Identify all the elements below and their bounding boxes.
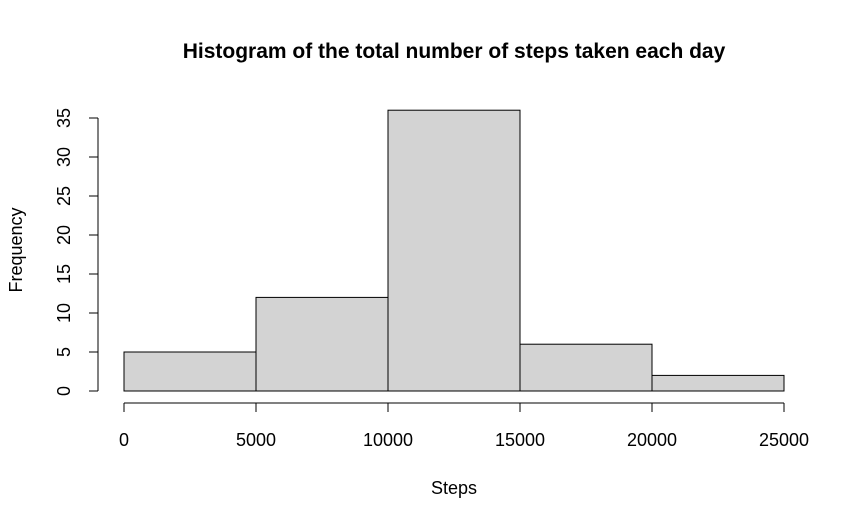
histogram-bar-3 (519, 343, 653, 392)
histogram-bar-4 (651, 374, 785, 392)
y-tick-label-2: 10 (54, 303, 74, 323)
y-tick-label-6: 30 (54, 147, 74, 167)
x-tick-label-1: 5000 (236, 430, 276, 450)
y-tick-label-7: 35 (54, 108, 74, 128)
x-axis: 0 5000 10000 15000 20000 25000 (119, 402, 809, 450)
x-tick-label-4: 20000 (627, 430, 677, 450)
y-tick-label-4: 20 (54, 225, 74, 245)
y-axis-label: Frequency (6, 207, 26, 292)
histogram-bar-1 (255, 296, 389, 392)
bars-group (123, 109, 785, 392)
histogram-bar-2 (387, 109, 521, 392)
histogram-bar-0 (123, 351, 257, 392)
y-tick-label-5: 25 (54, 186, 74, 206)
y-tick-label-3: 15 (54, 264, 74, 284)
x-tick-label-5: 25000 (759, 430, 809, 450)
x-tick-label-2: 10000 (363, 430, 413, 450)
x-tick-label-3: 15000 (495, 430, 545, 450)
chart-title: Histogram of the total number of steps t… (183, 40, 726, 63)
y-tick-label-1: 5 (54, 347, 74, 357)
x-axis-label: Steps (431, 478, 477, 498)
y-tick-label-0: 0 (54, 386, 74, 396)
x-tick-label-0: 0 (119, 430, 129, 450)
y-axis: 0 5 10 15 20 25 30 35 (54, 108, 99, 396)
